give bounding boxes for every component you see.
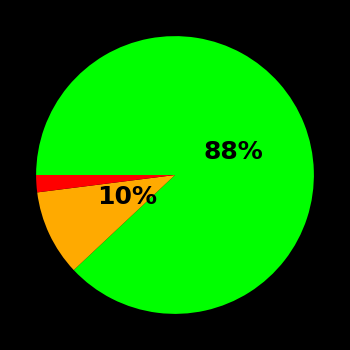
Wedge shape bbox=[36, 36, 314, 314]
Wedge shape bbox=[36, 175, 175, 192]
Text: 88%: 88% bbox=[203, 140, 263, 164]
Text: 10%: 10% bbox=[97, 186, 157, 209]
Wedge shape bbox=[37, 175, 175, 270]
